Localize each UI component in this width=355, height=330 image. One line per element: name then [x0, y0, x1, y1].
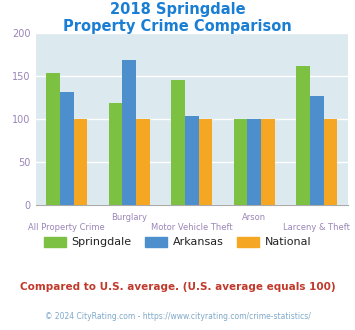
Text: Arson: Arson [242, 213, 266, 222]
Bar [198, 119, 212, 205]
Text: All Property Crime: All Property Crime [28, 223, 105, 232]
Bar [46, 73, 60, 205]
Bar [261, 119, 275, 205]
Bar [247, 119, 261, 205]
Bar [234, 119, 247, 205]
Text: 2018 Springdale: 2018 Springdale [110, 2, 245, 16]
Bar [109, 103, 122, 205]
Text: Burglary: Burglary [111, 213, 147, 222]
Bar [296, 66, 310, 205]
Bar [136, 119, 150, 205]
Legend: Springdale, Arkansas, National: Springdale, Arkansas, National [39, 232, 316, 252]
Bar [171, 80, 185, 205]
Text: Property Crime Comparison: Property Crime Comparison [63, 19, 292, 34]
Text: Motor Vehicle Theft: Motor Vehicle Theft [151, 223, 233, 232]
Text: Larceny & Theft: Larceny & Theft [283, 223, 350, 232]
Bar [310, 96, 323, 205]
Text: © 2024 CityRating.com - https://www.cityrating.com/crime-statistics/: © 2024 CityRating.com - https://www.city… [45, 312, 310, 321]
Text: Compared to U.S. average. (U.S. average equals 100): Compared to U.S. average. (U.S. average … [20, 282, 335, 292]
Bar [185, 116, 198, 205]
Bar [323, 119, 337, 205]
Bar [73, 119, 87, 205]
Bar [122, 60, 136, 205]
Bar [60, 92, 73, 205]
